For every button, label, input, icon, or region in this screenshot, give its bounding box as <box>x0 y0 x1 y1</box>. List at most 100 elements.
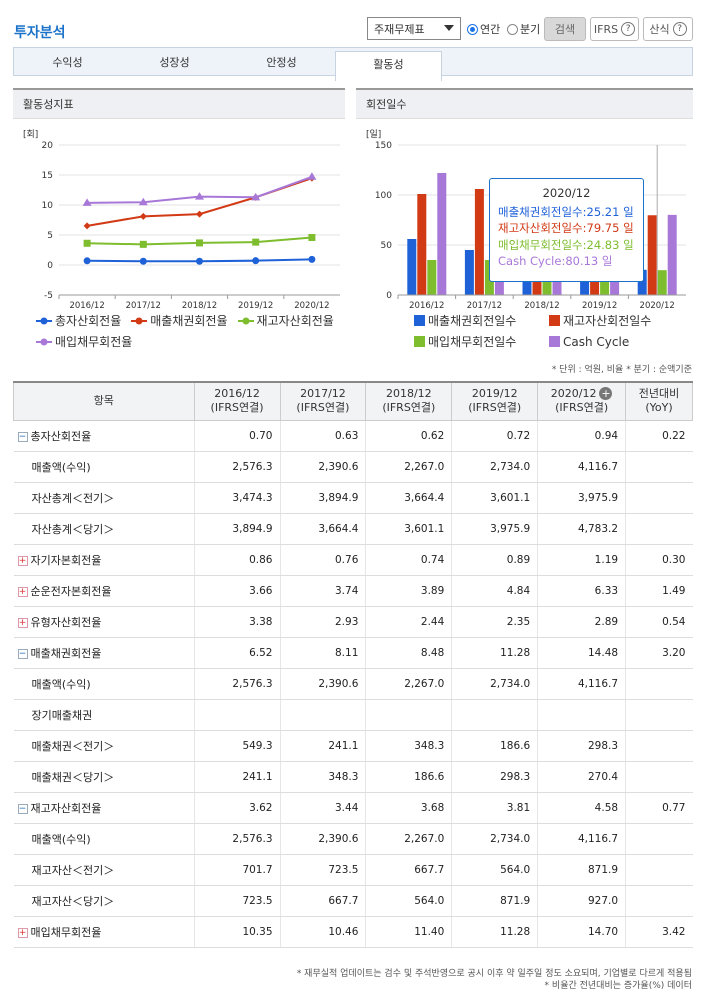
row-label: 자산총계＜전기＞ <box>13 482 195 514</box>
table-cell <box>625 699 693 731</box>
y-tick-label: 100 <box>375 191 392 201</box>
table-cell: 3,664.4 <box>279 513 366 545</box>
expand-plus-icon[interactable]: + <box>599 386 613 401</box>
tab-profitability[interactable]: 수익성 <box>52 56 83 69</box>
bar <box>647 215 657 295</box>
expand-icon[interactable]: + <box>17 586 28 597</box>
row-label-text: 매입채무회전율 <box>30 925 102 939</box>
formula-help-button[interactable]: 산식? <box>643 17 693 41</box>
data-point <box>196 257 203 265</box>
collapse-icon[interactable]: − <box>17 648 28 659</box>
table-cell <box>193 699 280 731</box>
x-tick-label: 2016/12 <box>69 301 104 310</box>
row-label: − 매출채권회전율 <box>13 637 195 669</box>
radio-quarter[interactable]: 분기 <box>507 21 540 37</box>
table-row: + 유형자산회전율 3.38 2.93 2.44 2.35 2.89 0.54 <box>13 606 693 638</box>
table-cell: 186.6 <box>365 761 452 793</box>
table-cell <box>537 699 626 731</box>
table-cell <box>625 823 693 855</box>
legend-label: 매출채권회전율 <box>150 314 228 328</box>
data-point <box>83 222 91 230</box>
table-cell: 2,734.0 <box>451 823 538 855</box>
table-cell <box>625 668 693 700</box>
table-cell: 2.35 <box>451 606 538 638</box>
legend-item[interactable]: 총자산회전율 <box>36 312 121 329</box>
table-row: + 자기자본회전율 0.86 0.76 0.74 0.89 1.19 0.30 <box>13 544 693 576</box>
column-header: 2018/12 (IFRS연결) <box>365 381 453 421</box>
row-label-text: 재고자산＜당기＞ <box>31 894 115 908</box>
table-row: 매출액(수익) 2,576.3 2,390.6 2,267.0 2,734.0 4,116… <box>13 823 693 855</box>
data-point <box>252 257 260 265</box>
statement-select[interactable]: 주재무제표 <box>367 17 461 40</box>
bar <box>437 173 447 295</box>
row-label: + 순운전자본회전율 <box>13 575 195 607</box>
tooltip-title: 2020/12 <box>542 186 591 200</box>
collapse-icon[interactable]: − <box>17 803 28 814</box>
legend-swatch-icon <box>414 315 425 326</box>
row-label-text: 매출채권＜전기＞ <box>31 739 115 753</box>
table-cell: 0.30 <box>625 544 693 576</box>
tab-growth[interactable]: 성장성 <box>159 56 190 69</box>
table-cell: 348.3 <box>279 761 366 793</box>
table-cell: 3.68 <box>365 792 452 824</box>
table-cell: 2,390.6 <box>279 451 366 483</box>
table-row: 자산총계＜전기＞ 3,474.3 3,894.9 3,664.4 3,601.1 3,97… <box>13 482 693 514</box>
table-cell: 0.86 <box>193 544 280 576</box>
legend-item[interactable]: 매입채무회전율 <box>36 333 132 350</box>
table-cell: 2,734.0 <box>451 668 538 700</box>
legend-item[interactable]: Cash Cycle <box>549 333 674 350</box>
expand-icon[interactable]: + <box>17 617 28 628</box>
data-point <box>139 240 147 248</box>
table-cell: 2,576.3 <box>193 451 280 483</box>
legend-item[interactable]: 매출채권회전율 <box>131 312 228 329</box>
search-button[interactable]: 검색 <box>544 17 586 41</box>
table-cell: 564.0 <box>365 885 452 917</box>
legend-swatch-icon <box>549 336 560 347</box>
table-row: 재고자산＜당기＞ 723.5 667.7 564.0 871.9 927.0 <box>13 885 693 917</box>
x-tick-label: 2019/12 <box>238 301 273 310</box>
x-tick-label: 2019/12 <box>582 301 617 310</box>
table-row: − 재고자산회전율 3.62 3.44 3.68 3.81 4.58 0.77 <box>13 792 693 824</box>
collapse-icon[interactable]: − <box>17 431 28 442</box>
table-cell: 241.1 <box>193 761 280 793</box>
y-tick-label: 20 <box>42 141 54 151</box>
legend-item[interactable]: 매입채무회전일수 <box>414 333 539 350</box>
legend-item[interactable]: 재고자산회전일수 <box>549 312 674 329</box>
table-cell: 2.44 <box>365 606 452 638</box>
table-cell: 3.62 <box>193 792 280 824</box>
table-cell <box>625 730 693 762</box>
data-point <box>308 255 316 263</box>
row-label: − 재고자산회전율 <box>13 792 195 824</box>
table-cell: 0.70 <box>193 420 280 452</box>
tab-activity[interactable]: 활동성 <box>335 51 442 81</box>
legend-item[interactable]: 재고자산회전율 <box>237 312 334 329</box>
table-cell: 0.62 <box>365 420 452 452</box>
table-cell: 701.7 <box>193 854 280 886</box>
x-tick-label: 2020/12 <box>640 301 675 310</box>
legend-marker-icon <box>36 338 52 345</box>
radio-annual[interactable]: 연간 <box>467 21 500 37</box>
table-cell: 667.7 <box>279 885 366 917</box>
table-row: 자산총계＜당기＞ 3,894.9 3,664.4 3,601.1 3,975.9 4,78… <box>13 513 693 545</box>
row-label-text: 매출채권회전율 <box>30 646 102 660</box>
legend-swatch-icon <box>549 315 560 326</box>
expand-icon[interactable]: + <box>17 555 28 566</box>
legend-item[interactable]: 매출채권회전일수 <box>414 312 539 329</box>
chart-tooltip: 2020/12 매출채권회전일수:25.21 일 재고자산회전일수:79.75 일… <box>489 178 644 282</box>
expand-icon[interactable]: + <box>17 927 28 938</box>
table-row: − 총자산회전율 0.70 0.63 0.62 0.72 0.94 0.22 <box>13 420 693 452</box>
ifrs-help-button[interactable]: IFRS? <box>590 17 639 41</box>
y-tick-label: 15 <box>42 171 53 181</box>
table-cell: 871.9 <box>537 854 626 886</box>
table-cell: 0.74 <box>365 544 452 576</box>
table-cell: 3,894.9 <box>193 513 280 545</box>
legend-label: Cash Cycle <box>563 334 630 349</box>
table-cell: 0.72 <box>451 420 538 452</box>
table-cell: 3.81 <box>451 792 538 824</box>
legend-marker-icon <box>131 317 148 324</box>
tooltip-row: 매출채권회전일수:25.21 일 <box>498 204 634 219</box>
tab-stability[interactable]: 안정성 <box>266 56 297 69</box>
table-cell <box>625 513 693 545</box>
table-row: + 매입채무회전율 10.35 10.46 11.40 11.28 14.70 3.42 <box>13 916 693 948</box>
legend-label: 재고자산회전율 <box>256 314 334 328</box>
